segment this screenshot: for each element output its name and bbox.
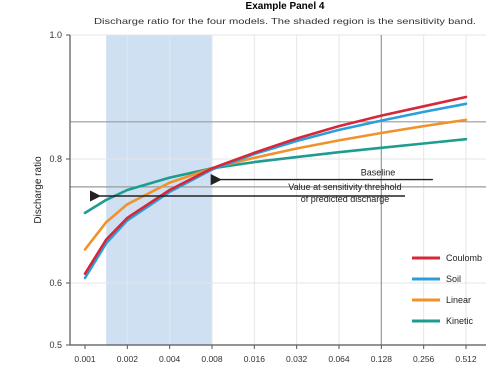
shaded-band — [106, 35, 212, 345]
y-axis-label: Discharge ratio — [33, 156, 44, 224]
x-tick-label: 0.064 — [328, 354, 350, 364]
series-line-linear — [83, 118, 468, 251]
series-line-coulomb — [83, 95, 468, 276]
x-tick-label: 0.002 — [117, 354, 139, 364]
x-tick-label: 0.512 — [455, 354, 477, 364]
legend-label: Kinetic — [446, 316, 474, 326]
y-tick-label: 0.6 — [49, 278, 62, 288]
y-tick-label: 0.5 — [49, 340, 62, 350]
annotation-baseline-text: Baseline — [361, 168, 396, 178]
legend-label: Linear — [446, 295, 471, 305]
chart-subtitle: Discharge ratio for the four models. The… — [94, 16, 476, 26]
series-line-kinetic — [83, 137, 468, 215]
x-tick-label: 0.032 — [286, 354, 308, 364]
annotation-threshold-text: Value at sensitivity threshold — [288, 182, 401, 192]
plot-area: 0.5 0.6 0.8 1.0 0.001 0.002 0.004 0.008 0.016 0.0… — [49, 30, 486, 364]
legend-label: Soil — [446, 274, 461, 284]
y-tick-label: 0.8 — [49, 154, 62, 164]
x-tick-label: 0.016 — [244, 354, 266, 364]
x-tick-label: 0.128 — [371, 354, 393, 364]
annotation-threshold-text: of predicted discharge — [301, 194, 390, 204]
y-tick-label: 1.0 — [49, 30, 62, 40]
legend: Coulomb Soil Linear Kinetic — [412, 253, 482, 326]
x-tick-label: 0.001 — [74, 354, 96, 364]
x-tick-label: 0.004 — [159, 354, 181, 364]
x-tick-label: 0.256 — [413, 354, 435, 364]
legend-label: Coulomb — [446, 253, 482, 263]
chart-title: Example Panel 4 — [246, 1, 325, 12]
x-tick-label: 0.008 — [201, 354, 223, 364]
